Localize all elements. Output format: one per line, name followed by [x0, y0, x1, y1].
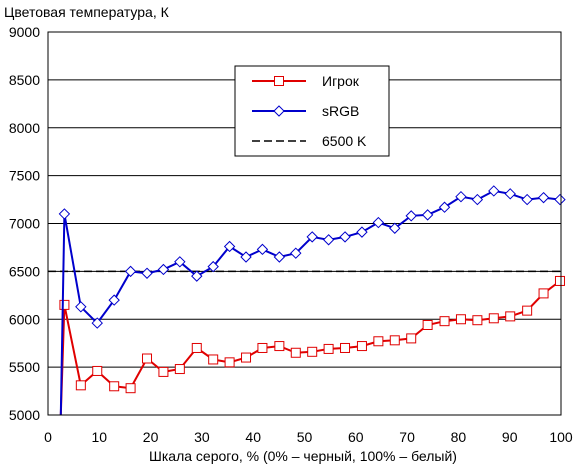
x-tick-label-4: 40 [245, 429, 261, 445]
plot-area-frame [47, 31, 562, 416]
series-1-point-1 [58, 208, 71, 220]
x-tick-label-9: 90 [502, 429, 518, 445]
series-0-point-20 [373, 336, 384, 347]
series-1-point-29 [521, 193, 533, 206]
series-1-point-30 [537, 191, 550, 204]
series-1-point-23 [421, 209, 434, 221]
legend-marker-1 [273, 105, 285, 117]
series-0 [59, 275, 565, 416]
y-tick-labels: 5000 5500 6000 6500 7000 7500 8000 8500 9000 [9, 24, 40, 423]
series-0-point-3 [92, 365, 103, 376]
series-1-point-7 [157, 263, 170, 276]
series-0-point-14 [274, 341, 285, 352]
series-1-point-2 [75, 301, 87, 313]
series-1-point-3 [91, 317, 103, 329]
series-0-point-21 [389, 335, 400, 346]
series-0-point-27 [488, 313, 499, 324]
y-tick-label-2: 6000 [9, 311, 40, 327]
y-axis-title: Цветовая температура, К [4, 4, 170, 20]
series-0-point-7 [158, 366, 169, 377]
series-0-point-2 [75, 380, 86, 391]
series-1-point-16 [306, 231, 318, 243]
x-tick-label-5: 50 [297, 429, 313, 445]
legend-label-0: Игрок [322, 73, 360, 89]
series-0-point-24 [439, 316, 450, 327]
series-1-point-10 [207, 260, 219, 273]
series-0-point-15 [290, 347, 301, 358]
x-tick-label-8: 80 [451, 429, 467, 445]
series-1-point-12 [240, 251, 252, 263]
y-tick-label-8: 9000 [9, 24, 40, 40]
legend-label-1: sRGB [322, 103, 359, 119]
y-tick-label-5: 7500 [9, 168, 40, 184]
series-1-point-8 [174, 256, 186, 268]
series-1-point-13 [256, 243, 269, 256]
series-0-point-10 [208, 354, 219, 365]
y-tick-label-6: 8000 [9, 120, 40, 136]
series-0-point-13 [257, 342, 268, 353]
legend-label-2: 6500 K [322, 133, 367, 149]
series-0-point-28 [505, 311, 516, 322]
x-tick-label-6: 60 [348, 429, 364, 445]
series-0-point-12 [241, 352, 252, 363]
series-layer [58, 185, 566, 416]
series-0-point-31 [554, 275, 565, 286]
y-tick-label-4: 7000 [9, 216, 40, 232]
series-0-point-16 [307, 346, 318, 357]
series-0-point-8 [174, 364, 185, 375]
y-tick-label-7: 8500 [9, 72, 40, 88]
legend: Игрок sRGB 6500 K [234, 65, 390, 157]
series-0-point-18 [340, 342, 351, 353]
series-1-point-25 [455, 190, 467, 203]
series-1-point-5 [124, 265, 137, 278]
series-1-point-22 [405, 210, 417, 222]
x-tick-label-2: 20 [143, 429, 159, 445]
series-1-point-27 [488, 185, 500, 197]
legend-marker-0 [274, 76, 284, 86]
y-tick-label-1: 5500 [9, 359, 40, 375]
y-tick-label-3: 6500 [9, 263, 40, 279]
x-tick-label-1: 10 [92, 429, 108, 445]
x-tick-labels: 0 10 20 30 40 50 60 70 80 90 100 [44, 429, 573, 445]
series-1-point-28 [504, 188, 516, 200]
series-1 [58, 185, 566, 416]
series-0-point-29 [522, 305, 533, 316]
series-0-point-5 [125, 383, 136, 394]
series-1-line [59, 189, 561, 416]
series-0-point-17 [323, 343, 334, 354]
series-0-point-9 [191, 342, 202, 353]
series-0-point-25 [455, 314, 466, 325]
series-0-point-1 [59, 299, 70, 310]
x-tick-label-7: 70 [399, 429, 415, 445]
series-1-point-21 [389, 222, 401, 234]
series-1-point-9 [191, 270, 203, 282]
series-1-point-15 [290, 247, 302, 259]
series-1-point-20 [372, 216, 385, 229]
series-1-point-19 [356, 226, 368, 238]
series-0-point-30 [538, 288, 549, 299]
series-1-point-17 [322, 234, 335, 246]
x-tick-label-3: 30 [194, 429, 210, 445]
series-1-point-6 [141, 267, 153, 279]
x-tick-label-10: 100 [549, 429, 573, 445]
series-1-point-11 [223, 240, 236, 253]
series-1-point-18 [339, 231, 351, 243]
series-1-point-14 [273, 251, 286, 263]
series-1-point-4 [108, 294, 120, 306]
series-1-point-26 [471, 193, 484, 206]
series-0-point-11 [224, 357, 235, 368]
x-tick-label-0: 0 [44, 429, 52, 445]
series-0-point-6 [142, 353, 153, 364]
series-0-point-23 [422, 319, 433, 330]
series-0-point-26 [472, 315, 483, 326]
y-tick-label-0: 5000 [9, 407, 40, 423]
series-0-point-22 [406, 333, 417, 344]
series-1-point-24 [438, 201, 451, 213]
series-0-point-19 [356, 341, 367, 352]
x-axis-title: Шкала серого, % (0% – черный, 100% – бел… [149, 448, 457, 464]
series-0-point-4 [109, 381, 120, 392]
series-1-point-31 [554, 193, 566, 206]
